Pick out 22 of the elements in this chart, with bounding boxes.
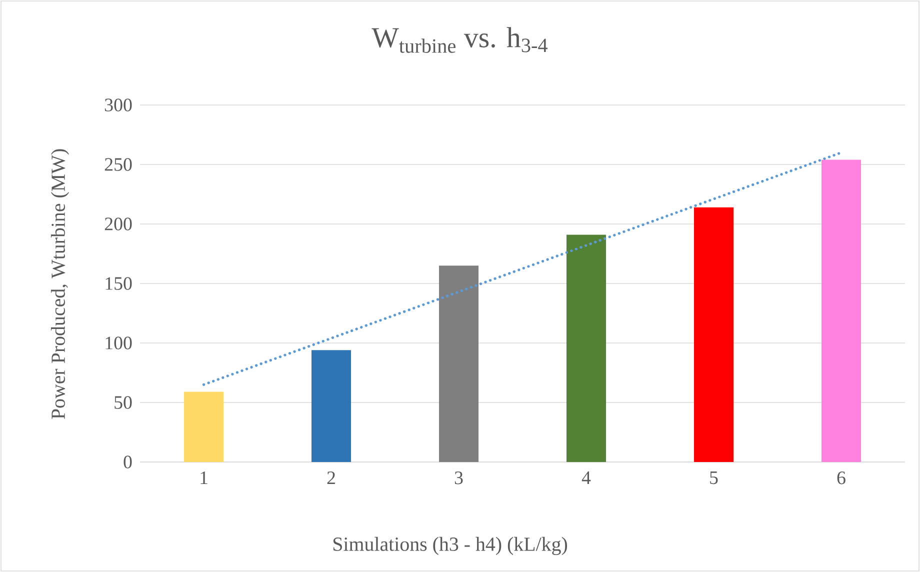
bar — [184, 392, 224, 462]
y-axis-title: Power Produced, Wturbine (MW) — [50, 149, 70, 419]
bar — [566, 234, 606, 462]
y-tick-label: 250 — [104, 158, 132, 171]
bar — [821, 160, 862, 462]
y-tick-label: 300 — [105, 98, 132, 112]
x-tick-label: 2 — [327, 472, 335, 484]
y-tick-label: 150 — [106, 277, 132, 290]
bar — [438, 266, 479, 462]
y-tick-label: 0 — [124, 456, 132, 468]
x-tick-label: 5 — [710, 472, 718, 484]
bar — [694, 207, 734, 462]
x-tick-label: 1 — [200, 472, 208, 484]
bar — [311, 350, 352, 462]
x-tick-label: 6 — [837, 472, 846, 484]
y-tick-label: 100 — [106, 336, 132, 350]
x-tick-label: 4 — [582, 472, 591, 484]
x-axis-title: Simulations (h3 - h4) (kL/kg) — [333, 536, 568, 556]
y-tick-label: 50 — [114, 396, 132, 409]
y-tick-label: 200 — [104, 218, 132, 230]
x-tick-label: 3 — [454, 472, 463, 484]
chart-title: W$_{turbine}$ vs. h$_{3-4}$ — [372, 27, 548, 53]
